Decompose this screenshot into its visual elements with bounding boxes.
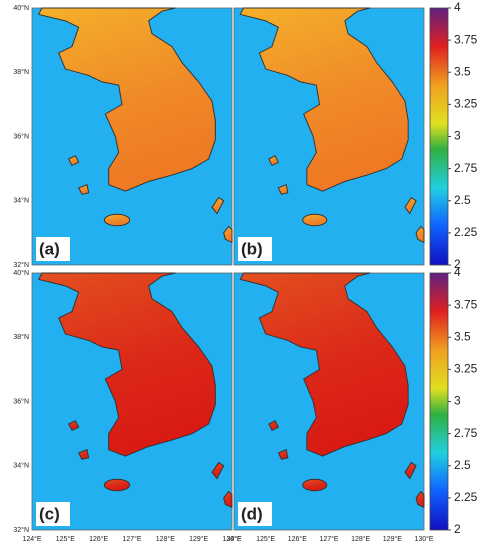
label-box (36, 237, 70, 261)
colorbar-tick-label: 2.75 (454, 426, 478, 440)
lon-label: 24°E (226, 535, 242, 543)
lon-label: 126°E (89, 535, 108, 543)
colorbar-tick-label: 3.25 (454, 97, 478, 111)
colorbar-tick-label: 3.5 (454, 329, 471, 343)
lat-label: 36°N (13, 132, 29, 140)
lon-label: 125°E (56, 535, 75, 543)
lat-label: 32°N (13, 261, 29, 269)
lat-label: 34°N (13, 462, 29, 470)
colorbar-tick-label: 3 (454, 394, 461, 408)
lat-label: 32°N (13, 526, 29, 534)
lat-label: 38°N (13, 333, 29, 341)
lon-label: 128°E (351, 535, 370, 543)
label-box (238, 237, 272, 261)
panel-label: (d) (241, 504, 263, 523)
colorbar (429, 7, 449, 266)
panel-label: (b) (241, 239, 263, 258)
colorbar-tick-label: 4 (454, 0, 461, 14)
lat-label: 36°N (13, 397, 29, 405)
lon-label: 129°E (383, 535, 402, 543)
lat-label: 40°N (13, 4, 29, 12)
lon-label: 129°E (189, 535, 208, 543)
label-box (238, 502, 272, 526)
lon-label: 124°E (22, 535, 41, 543)
colorbar-tick-label: 2.75 (454, 161, 478, 175)
colorbar-tick-label: 3 (454, 129, 461, 143)
colorbar-tick-label: 2.25 (454, 490, 478, 504)
colorbar-tick-label: 2.25 (454, 225, 478, 239)
colorbar-tick-label: 2.5 (454, 458, 471, 472)
lon-label: 130°E (222, 535, 241, 543)
lon-label: 126°E (288, 535, 307, 543)
lon-label: 127°E (122, 535, 141, 543)
lon-label: 130°E (414, 535, 433, 543)
colorbar-tick-label: 2 (454, 257, 461, 271)
colorbar-tick-label: 3.5 (454, 64, 471, 78)
colorbar-tick-label: 3.25 (454, 362, 478, 376)
colorbar-tick-label: 4 (454, 265, 461, 279)
lon-label: 127°E (319, 535, 338, 543)
lon-label: 128°E (156, 535, 175, 543)
lat-label: 38°N (13, 68, 29, 76)
colorbar-tick-label: 3.75 (454, 32, 478, 46)
colorbar-tick-label: 3.75 (454, 297, 478, 311)
colorbar-tick-label: 2.5 (454, 193, 471, 207)
lon-label: 125°E (256, 535, 275, 543)
panel-label: (a) (39, 239, 60, 258)
lat-label: 40°N (13, 269, 29, 277)
colorbar (429, 272, 449, 531)
lat-label: 34°N (13, 197, 29, 205)
panel-label: (c) (39, 504, 60, 523)
label-box (36, 502, 70, 526)
colorbar-tick-label: 2 (454, 522, 461, 536)
